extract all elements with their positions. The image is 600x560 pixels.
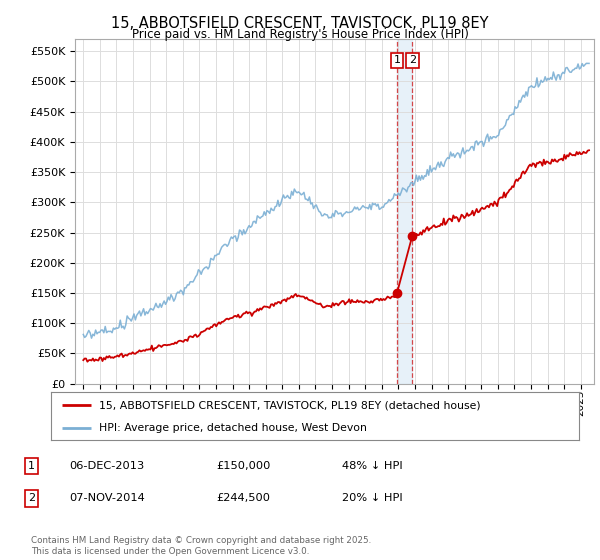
Text: 1: 1 [394,55,401,66]
Text: £150,000: £150,000 [216,461,271,471]
Text: 07-NOV-2014: 07-NOV-2014 [69,493,145,503]
Text: Price paid vs. HM Land Registry's House Price Index (HPI): Price paid vs. HM Land Registry's House … [131,28,469,41]
Text: 15, ABBOTSFIELD CRESCENT, TAVISTOCK, PL19 8EY: 15, ABBOTSFIELD CRESCENT, TAVISTOCK, PL1… [111,16,489,31]
Text: 2: 2 [28,493,35,503]
Text: 20% ↓ HPI: 20% ↓ HPI [342,493,403,503]
Text: £244,500: £244,500 [216,493,270,503]
Bar [397,39,412,384]
Text: 2: 2 [409,55,416,66]
Text: HPI: Average price, detached house, West Devon: HPI: Average price, detached house, West… [98,423,367,433]
Text: 1: 1 [28,461,35,471]
Text: 48% ↓ HPI: 48% ↓ HPI [342,461,403,471]
Text: 06-DEC-2013: 06-DEC-2013 [69,461,144,471]
Text: Contains HM Land Registry data © Crown copyright and database right 2025.
This d: Contains HM Land Registry data © Crown c… [31,536,371,556]
Text: 15, ABBOTSFIELD CRESCENT, TAVISTOCK, PL19 8EY (detached house): 15, ABBOTSFIELD CRESCENT, TAVISTOCK, PL1… [98,400,480,410]
